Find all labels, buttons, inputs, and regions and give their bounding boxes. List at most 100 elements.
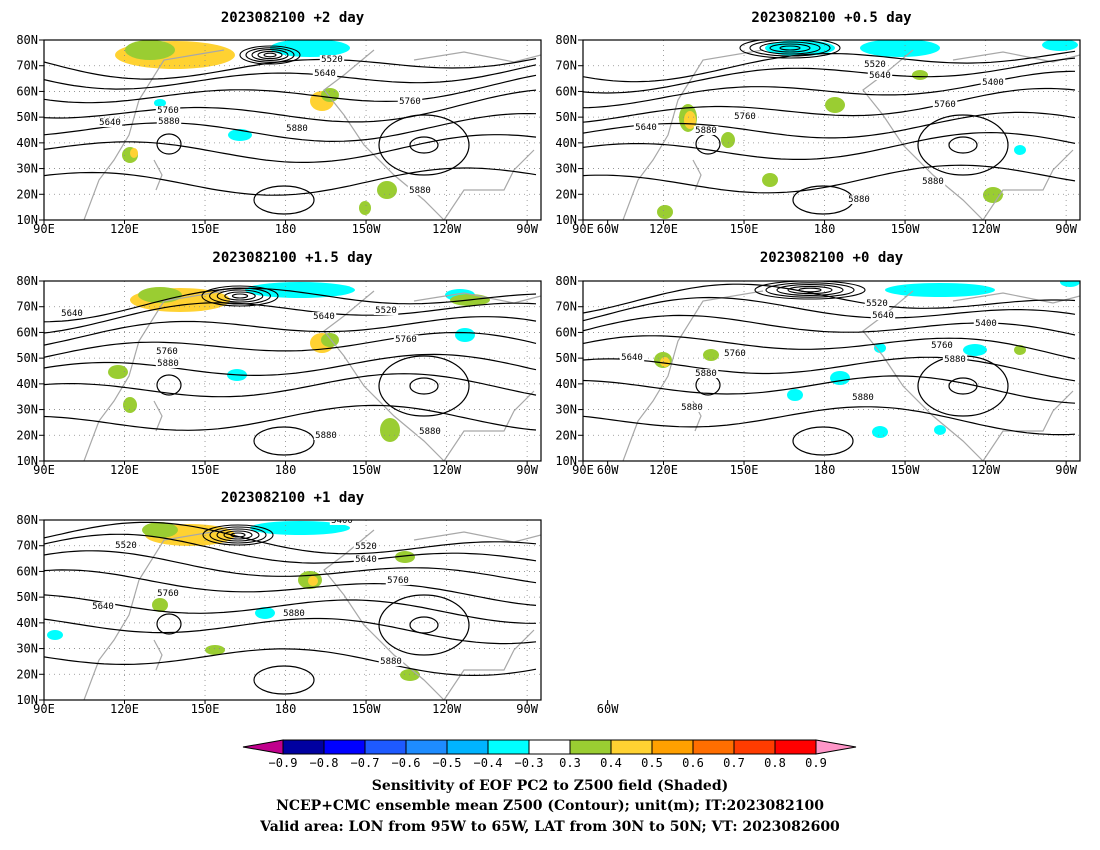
contour-label: 5640 bbox=[635, 123, 657, 133]
z500-low-contour bbox=[759, 41, 821, 55]
sensitivity-shading bbox=[154, 99, 166, 107]
coastline bbox=[982, 149, 1074, 220]
contour-label: 5880 bbox=[409, 186, 431, 196]
map-panels: 5520 5640 5640 5760 5760 5880 5880 5880 80N 70N 60… bbox=[16, 10, 1081, 716]
map-frame bbox=[582, 39, 1081, 221]
contour-label: 5880 bbox=[419, 427, 441, 437]
contour-label-bg bbox=[619, 353, 645, 362]
coastline bbox=[323, 529, 445, 700]
lon-tick-label: 150W bbox=[352, 702, 382, 716]
colorbar-label: 0.4 bbox=[600, 756, 622, 770]
lat-tick-label: 80N bbox=[16, 274, 38, 288]
contour-label-bg bbox=[850, 393, 876, 402]
coastline bbox=[413, 51, 541, 63]
sensitivity-shading bbox=[1014, 145, 1026, 155]
map-frame bbox=[43, 280, 542, 462]
sensitivity-shading bbox=[860, 40, 940, 57]
contour-label: 5640 bbox=[314, 69, 336, 79]
sensitivity-shading bbox=[787, 389, 803, 401]
lat-tick-label: 70N bbox=[16, 539, 38, 553]
lat-tick-label: 70N bbox=[16, 59, 38, 73]
contour-label: 5760 bbox=[399, 97, 421, 107]
contour-label: 5520 bbox=[321, 55, 343, 65]
colorbar-swatch bbox=[282, 739, 325, 755]
map-field: 5640 5520 5640 5760 5760 5880 5880 5880 bbox=[44, 281, 541, 461]
sensitivity-shading bbox=[1060, 281, 1080, 287]
sensitivity-shading bbox=[874, 343, 886, 353]
lon-tick-label: 150E bbox=[191, 463, 220, 477]
z500-contour bbox=[44, 331, 537, 358]
map-panel-1: 55205640540057605640576058805880588080N7… bbox=[555, 10, 1081, 236]
z500-contour bbox=[44, 302, 537, 334]
colorbar-label: 0.5 bbox=[641, 756, 663, 770]
sensitivity-shading bbox=[657, 205, 673, 219]
contour-label: 5880 bbox=[315, 431, 337, 441]
sensitivity-shading bbox=[912, 70, 928, 80]
contour-label: 5880 bbox=[852, 393, 874, 403]
lat-tick-label: 20N bbox=[555, 428, 577, 442]
map-field: 5520 5640 5400 5640 5760 5760 5880 5880 5880 5880 bbox=[583, 281, 1080, 461]
sensitivity-shading bbox=[983, 187, 1003, 203]
lon-tick-label: 90E bbox=[33, 222, 55, 236]
lat-tick-label: 80N bbox=[16, 513, 38, 527]
contour-label-bg bbox=[407, 186, 433, 195]
contour-label-bg bbox=[973, 319, 999, 328]
sensitivity-shading bbox=[205, 645, 225, 655]
contour-label-bg bbox=[156, 117, 182, 126]
lon-tick-label: 150E bbox=[730, 463, 759, 477]
z500-contour bbox=[44, 594, 536, 624]
z500-closed-contour bbox=[409, 136, 439, 154]
colorbar-swatch bbox=[446, 739, 489, 755]
z500-low-contour bbox=[251, 49, 289, 61]
z500-closed-contour bbox=[253, 185, 315, 215]
contour-label-bg bbox=[870, 311, 896, 320]
z500-closed-contour bbox=[156, 374, 182, 396]
z500-closed-contour bbox=[378, 594, 470, 656]
contour-label: 5640 bbox=[99, 118, 121, 128]
lat-tick-label: 10N bbox=[16, 454, 38, 468]
sensitivity-shading bbox=[47, 630, 63, 640]
lon-tick-label: 60W bbox=[597, 702, 619, 716]
z500-contour bbox=[44, 64, 537, 90]
lat-tick-label: 70N bbox=[555, 300, 577, 314]
z500-low-contour bbox=[202, 524, 274, 546]
lon-tick-label: 120W bbox=[432, 463, 462, 477]
lat-tick-label: 60N bbox=[16, 84, 38, 98]
sensitivity-shading bbox=[963, 344, 987, 356]
z500-contour bbox=[583, 87, 1076, 123]
sensitivity-shading bbox=[395, 551, 415, 563]
panel-title: 2023082100 +0 day bbox=[760, 250, 904, 266]
coastline bbox=[952, 292, 1080, 304]
contour-label-bg bbox=[155, 589, 181, 598]
contour-label-bg bbox=[722, 349, 748, 358]
lon-tick-label: 90W bbox=[516, 702, 538, 716]
coastline bbox=[622, 49, 764, 220]
contour-label-bg bbox=[284, 124, 310, 133]
contour-label-bg bbox=[693, 369, 719, 378]
lat-tick-label: 60N bbox=[16, 564, 38, 578]
lat-tick-label: 80N bbox=[16, 33, 38, 47]
colorbar-label: −0.5 bbox=[433, 756, 462, 770]
contour-label-bg bbox=[155, 106, 181, 115]
map-panel-4: 5400 5520 5520 5640 5640 5760 5760 5880 5880 80N 7… bbox=[16, 490, 619, 716]
lat-tick-label: 60N bbox=[16, 325, 38, 339]
z500-low-contour bbox=[209, 526, 267, 544]
lat-tick-label: 50N bbox=[555, 110, 577, 124]
lat-tick-label: 50N bbox=[16, 110, 38, 124]
lat-tick-label: 20N bbox=[16, 667, 38, 681]
contour-label: 5880 bbox=[157, 359, 179, 369]
contour-label: 5400 bbox=[982, 78, 1004, 88]
colorbar-swatch bbox=[487, 739, 530, 755]
panel-title: 2023082100 +0.5 day bbox=[751, 10, 912, 26]
coastline bbox=[153, 159, 163, 191]
coastline bbox=[323, 290, 445, 461]
contour-label: 5760 bbox=[157, 589, 179, 599]
lat-tick-label: 40N bbox=[555, 136, 577, 150]
z500-low-contour bbox=[245, 47, 295, 63]
z500-closed-contour bbox=[156, 613, 182, 635]
sensitivity-shading bbox=[245, 282, 355, 298]
z500-closed-contour bbox=[948, 377, 978, 395]
lon-tick-label: 120E bbox=[649, 222, 678, 236]
panel-title: 2023082100 +1.5 day bbox=[212, 250, 373, 266]
